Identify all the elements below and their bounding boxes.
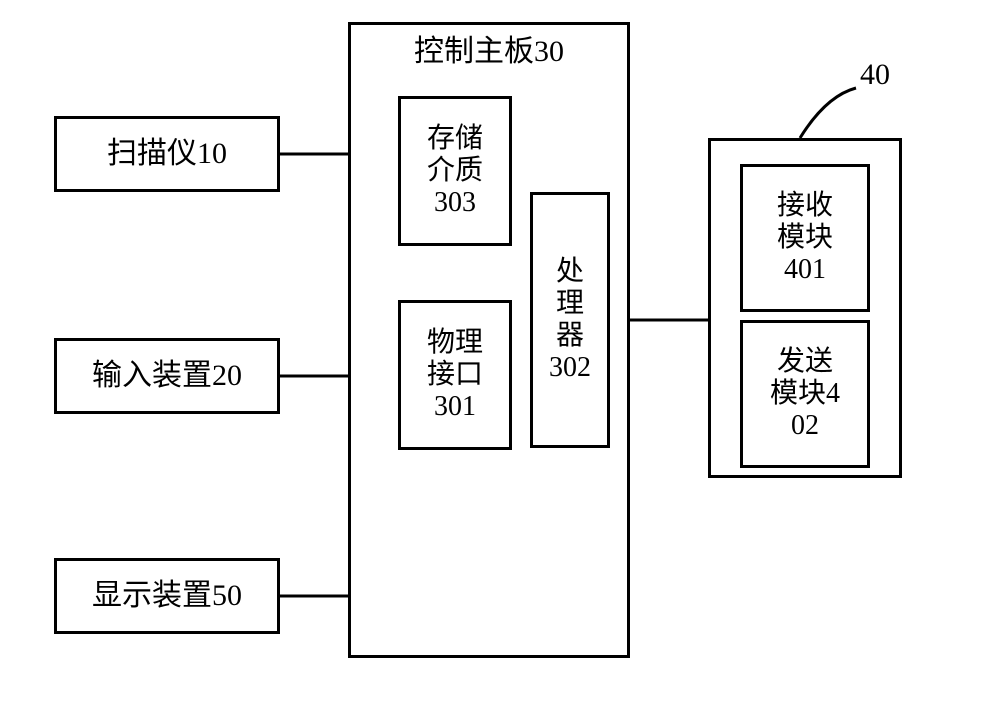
diagram-stage: 扫描仪10 输入装置20 显示装置50 控制主板30 存储 介质 303 物理 … xyxy=(0,0,1000,708)
comm-module-ref-label: 40 xyxy=(860,58,890,93)
physical-interface-label: 物理 接口 301 xyxy=(427,327,483,424)
mainboard-title: 控制主板30 xyxy=(351,35,627,70)
scanner-block: 扫描仪10 xyxy=(54,116,280,192)
scanner-label: 扫描仪10 xyxy=(107,137,227,172)
receive-module-block: 接收 模块 401 xyxy=(740,164,870,312)
processor-label: 处 理 器 302 xyxy=(549,256,591,385)
input-device-block: 输入装置20 xyxy=(54,338,280,414)
storage-label: 存储 介质 303 xyxy=(427,123,483,220)
processor-block: 处 理 器 302 xyxy=(530,192,610,448)
display-device-block: 显示装置50 xyxy=(54,558,280,634)
transmit-module-block: 发送 模块4 02 xyxy=(740,320,870,468)
physical-interface-block: 物理 接口 301 xyxy=(398,300,512,450)
comm-module-ref-text: 40 xyxy=(860,58,890,91)
storage-block: 存储 介质 303 xyxy=(398,96,512,246)
input-device-label: 输入装置20 xyxy=(92,359,242,394)
transmit-module-label: 发送 模块4 02 xyxy=(770,346,840,443)
display-device-label: 显示装置50 xyxy=(92,579,242,614)
receive-module-label: 接收 模块 401 xyxy=(777,190,833,287)
